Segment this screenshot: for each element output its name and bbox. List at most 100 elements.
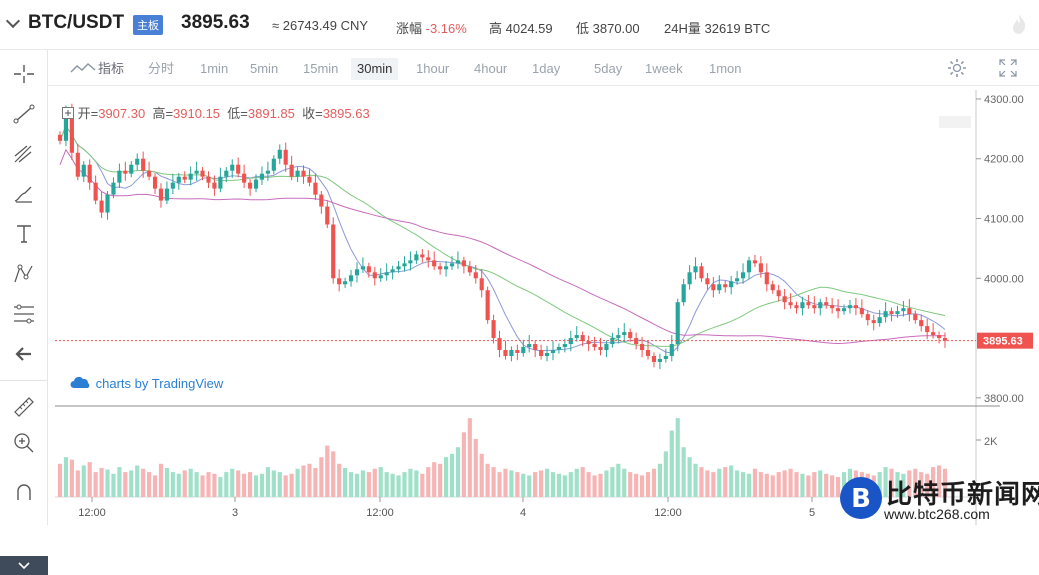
parallel-lines-icon[interactable] xyxy=(11,142,37,166)
candle xyxy=(669,335,674,362)
volume-bar xyxy=(818,470,823,497)
candle xyxy=(75,143,80,181)
volume-bar xyxy=(901,473,906,497)
candle xyxy=(301,165,306,184)
candle xyxy=(313,173,318,200)
text-tool-icon[interactable] xyxy=(11,222,37,246)
tradingview-branding[interactable]: charts by TradingView xyxy=(70,376,223,391)
candle xyxy=(277,144,282,165)
candle xyxy=(723,280,728,293)
pattern-icon[interactable] xyxy=(11,262,37,286)
candle-body xyxy=(800,302,805,309)
candle xyxy=(253,174,259,193)
volume-bar xyxy=(158,463,164,497)
candle-body xyxy=(473,272,478,279)
candle-body xyxy=(289,164,294,177)
candle xyxy=(99,191,104,218)
candle xyxy=(123,161,128,181)
candle-body xyxy=(735,278,740,282)
timeframe-1hour[interactable]: 1hour xyxy=(416,61,450,76)
candle-body xyxy=(170,182,175,189)
candle xyxy=(426,250,431,268)
candle xyxy=(711,277,716,298)
crosshair-icon[interactable] xyxy=(11,62,37,86)
volume-bar xyxy=(75,470,80,497)
timeframe-1day[interactable]: 1day xyxy=(532,61,561,76)
volume-bar xyxy=(432,462,437,497)
volume-bar xyxy=(669,430,674,497)
volume-bar xyxy=(360,470,365,497)
candle xyxy=(152,173,158,195)
timeframe-15min[interactable]: 15min xyxy=(303,61,339,76)
back-chevron-icon[interactable] xyxy=(5,13,21,29)
candle xyxy=(521,339,526,357)
volume-bar xyxy=(455,447,461,497)
zoom-in-icon[interactable] xyxy=(11,430,37,454)
candle-body xyxy=(283,149,288,165)
candle xyxy=(681,278,686,306)
timeframe-5min[interactable]: 5min xyxy=(250,61,279,76)
volume-bar xyxy=(461,432,466,497)
candle-body xyxy=(604,344,609,351)
candle xyxy=(467,260,472,276)
candle-body xyxy=(895,311,900,315)
candle xyxy=(770,280,775,294)
arrow-left-icon[interactable] xyxy=(11,342,37,366)
candle-body xyxy=(378,275,383,279)
fullscreen-icon[interactable] xyxy=(998,58,1018,78)
candle-body xyxy=(194,170,199,174)
timeframe-4hour[interactable]: 4hour xyxy=(474,61,508,76)
candle-body xyxy=(919,320,924,327)
candle-body xyxy=(527,344,532,348)
volume-bar xyxy=(824,473,829,497)
fib-retracement-icon[interactable] xyxy=(11,302,37,326)
ruler-icon[interactable] xyxy=(11,394,37,418)
candle-body xyxy=(247,182,253,189)
candle-body xyxy=(295,170,300,177)
legend-collapse-icon[interactable] xyxy=(62,107,74,119)
volume-bar xyxy=(515,472,520,497)
timeframe-1min[interactable]: 1min xyxy=(200,61,229,76)
candle-body xyxy=(521,347,526,353)
candle xyxy=(443,260,449,277)
watermark-title: 比特币新闻网 xyxy=(886,479,1039,509)
brush-icon[interactable] xyxy=(11,182,37,206)
candle-body xyxy=(841,308,847,312)
timeframe-1week[interactable]: 1week xyxy=(645,61,683,76)
volume-bar xyxy=(681,447,686,497)
volume-bar xyxy=(746,473,752,497)
settings-gear-icon[interactable] xyxy=(946,57,968,79)
candle-body xyxy=(147,170,152,177)
volume-bar xyxy=(651,468,657,497)
candle xyxy=(141,151,146,178)
candle-body xyxy=(794,305,799,309)
volume-bar xyxy=(663,451,668,497)
symbol-title[interactable]: BTC/USDT xyxy=(28,12,125,33)
candle-body xyxy=(859,308,864,315)
volume-bar xyxy=(550,472,556,497)
candle-body xyxy=(544,352,550,356)
volume-bar xyxy=(657,463,662,497)
timeframe-30min[interactable]: 30min xyxy=(351,58,399,80)
candle xyxy=(586,335,591,352)
volume-bar xyxy=(348,472,354,497)
toolbar-collapse-button[interactable] xyxy=(0,556,48,575)
price-chart[interactable]: 4300.00 4200.00 4100.00 4000.00 3800.00 2K 12:… xyxy=(0,86,1039,525)
candle xyxy=(776,284,781,302)
timeframe-5day[interactable]: 5day xyxy=(594,61,623,76)
indicator-button[interactable]: 指标 xyxy=(98,61,125,76)
magnet-icon[interactable] xyxy=(11,480,37,504)
candle xyxy=(764,263,769,292)
candle xyxy=(610,332,615,348)
candle-body xyxy=(485,290,490,321)
candle-body xyxy=(277,149,282,159)
timeframe-timeline[interactable]: 分时 xyxy=(148,61,175,76)
candle-body xyxy=(354,269,360,276)
candle-body xyxy=(301,170,306,177)
low-label: 低= xyxy=(227,106,248,121)
candle xyxy=(936,331,942,344)
timeframe-1mon[interactable]: 1mon xyxy=(709,61,742,76)
indicator-wave-icon[interactable] xyxy=(70,62,96,74)
candle-body xyxy=(592,344,597,348)
trend-line-icon[interactable] xyxy=(11,102,37,126)
